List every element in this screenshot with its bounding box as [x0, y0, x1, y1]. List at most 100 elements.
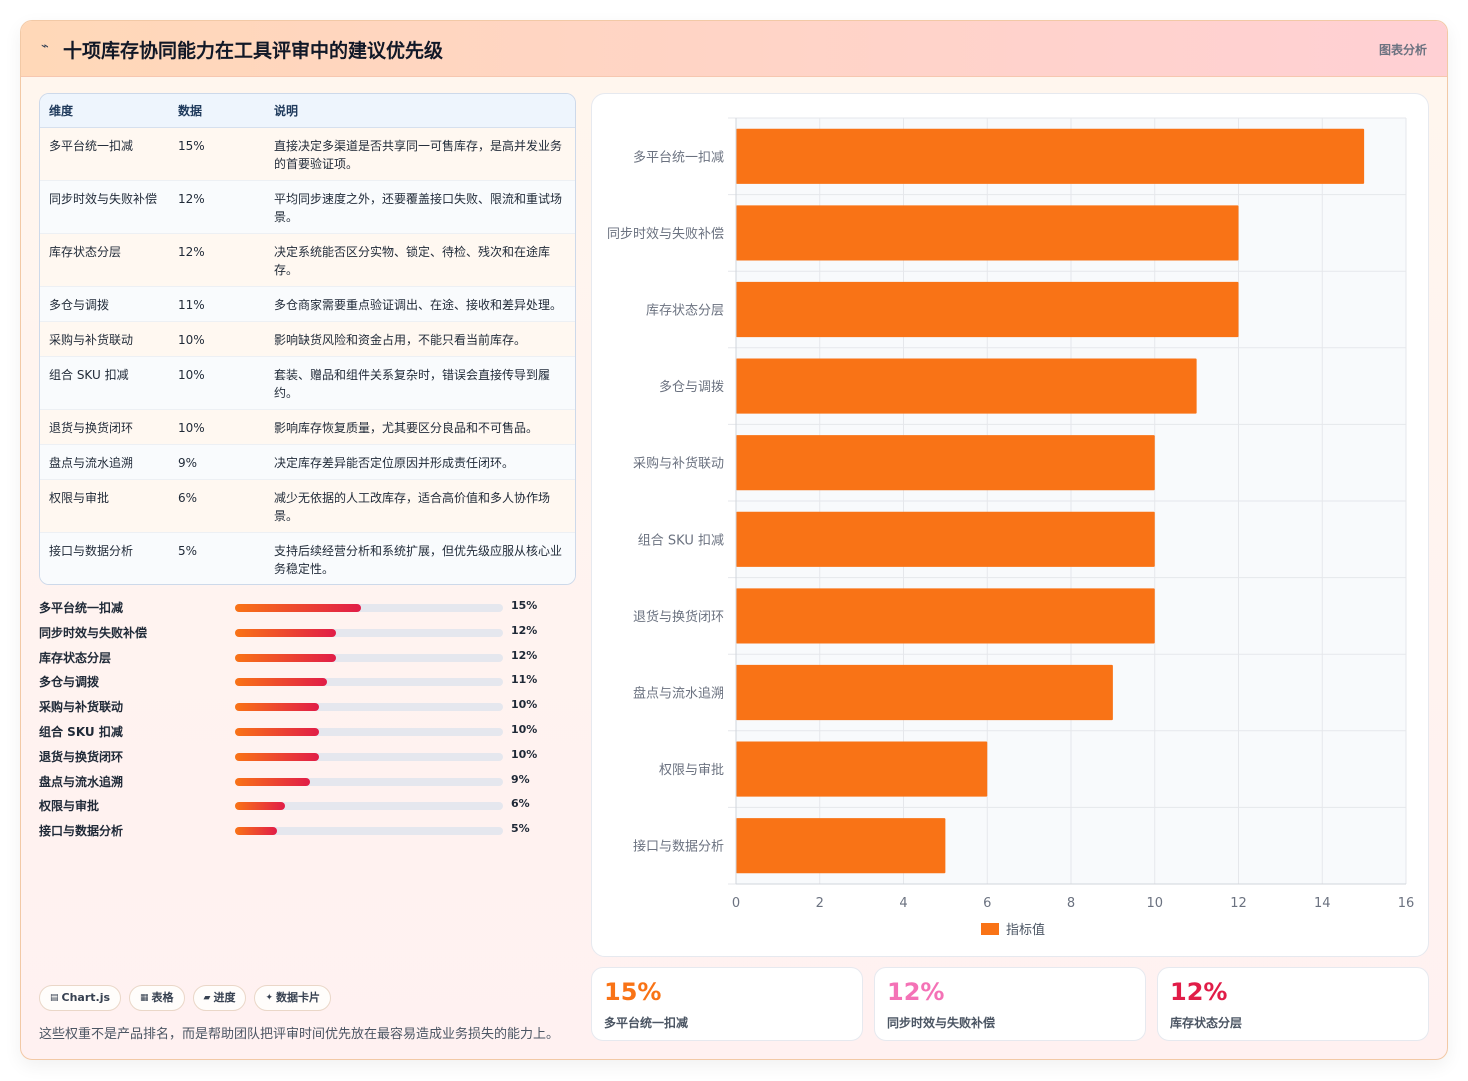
badge-label: Chart.js — [61, 991, 111, 1004]
page-title: 十项库存协同能力在工具评审中的建议优先级 — [63, 40, 444, 62]
table-row: 盘点与流水追溯 9% 决定库存差异能否定位原因并形成责任闭环。 — [40, 444, 575, 480]
column-header-dimension: 维度 — [40, 94, 169, 128]
progress-track — [235, 802, 503, 811]
header-tag: 图表分析 — [1378, 43, 1427, 57]
progress-row: 同步时效与失败补偿 12% — [39, 620, 559, 645]
cell-value: 10% — [169, 321, 265, 357]
table-icon: ▦ — [140, 993, 149, 1003]
cell-value: 5% — [169, 532, 265, 584]
bar — [736, 511, 1155, 567]
progress-label: 盘点与流水追溯 — [39, 774, 124, 789]
cell-description: 影响库存恢复质量，尤其要区分良品和不可售品。 — [265, 409, 575, 445]
progress-row: 多仓与调拨 11% — [39, 669, 559, 694]
table-row: 多仓与调拨 11% 多仓商家需要重点验证调出、在途、接收和差异处理。 — [40, 286, 575, 322]
category-label: 采购与补货联动 — [633, 456, 724, 472]
cell-description: 套装、赠品和组件关系复杂时，错误会直接传导到履约。 — [265, 356, 575, 410]
progress-row: 组合 SKU 扣减 10% — [39, 719, 559, 744]
kpi-label: 同步时效与失败补偿 — [887, 1016, 996, 1030]
cell-description: 平均同步速度之外，还要覆盖接口失败、限流和重试场景。 — [265, 180, 575, 234]
progress-value: 11% — [511, 673, 538, 687]
progress-label: 权限与审批 — [39, 799, 100, 814]
cell-description: 直接决定多渠道是否共享同一可售库存，是高并发业务的首要验证项。 — [265, 127, 575, 181]
cell-dimension: 退货与换货闭环 — [40, 409, 169, 445]
cell-dimension: 组合 SKU 扣减 — [40, 356, 169, 410]
kpi-value: 15% — [604, 978, 662, 1006]
progress-label: 库存状态分层 — [39, 650, 112, 665]
cell-value: 11% — [169, 286, 265, 322]
table-row: 同步时效与失败补偿 12% 平均同步速度之外，还要覆盖接口失败、限流和重试场景。 — [40, 180, 575, 234]
bar-chart-card: 多平台统一扣减 同步时效与失败补偿 库存状态分层 多仓与调拨 采购与补货联动 组合 SKU… — [591, 93, 1429, 957]
table-row: 退货与换货闭环 10% 影响库存恢复质量，尤其要区分良品和不可售品。 — [40, 409, 575, 445]
progress-track — [235, 777, 503, 786]
x-tick-label: 8 — [1067, 896, 1075, 911]
legend-label: 指标值 — [1006, 922, 1045, 938]
column-header-description: 说明 — [265, 94, 575, 128]
cell-value: 12% — [169, 180, 265, 234]
progress-label: 多仓与调拨 — [39, 675, 100, 690]
chart-line-icon: ⌁ — [41, 39, 49, 54]
kpi-label: 多平台统一扣减 — [604, 1016, 689, 1030]
progress-value: 6% — [511, 797, 530, 811]
bar — [736, 281, 1239, 338]
x-tick-label: 14 — [1314, 896, 1331, 911]
progress-label: 接口与数据分析 — [39, 824, 124, 839]
badge-progress: ▰ 进度 — [192, 985, 247, 1011]
kpi-card: 12% 同步时效与失败补偿 — [874, 967, 1146, 1041]
progress-fill — [235, 802, 286, 811]
progress-track — [235, 752, 503, 761]
progress-fill — [235, 777, 311, 786]
progress-track — [235, 827, 503, 836]
cell-dimension: 盘点与流水追溯 — [40, 444, 169, 480]
badge-table: ▦ 表格 — [129, 985, 185, 1011]
progress-value: 15% — [511, 599, 538, 612]
progress-row: 退货与换货闭环 10% — [39, 744, 559, 769]
badge-list: ▤ Chart.js ▦ 表格 ▰ 进度 ✦ 数据卡片 — [39, 985, 332, 1011]
table-row: 权限与审批 6% 减少无依据的人工改库存，适合高价值和多人协作场景。 — [40, 479, 575, 533]
column-header-data: 数据 — [169, 94, 265, 128]
bar — [736, 128, 1365, 184]
cell-value: 6% — [169, 479, 265, 533]
cell-description: 减少无依据的人工改库存，适合高价值和多人协作场景。 — [265, 479, 575, 533]
progress-label: 退货与换货闭环 — [39, 749, 124, 764]
kpi-value: 12% — [887, 978, 945, 1006]
cell-dimension: 同步时效与失败补偿 — [40, 180, 169, 234]
cell-value: 15% — [169, 127, 265, 181]
x-tick-label: 10 — [1146, 896, 1163, 911]
progress-fill — [235, 703, 319, 712]
progress-value: 10% — [511, 747, 538, 761]
cell-dimension: 多仓与调拨 — [40, 286, 169, 322]
progress-label: 采购与补货联动 — [39, 700, 124, 715]
cell-description: 支持后续经营分析和系统扩展，但优先级应服从核心业务稳定性。 — [265, 532, 575, 584]
progress-icon: ▰ — [203, 993, 211, 1003]
kpi-card: 15% 多平台统一扣减 — [591, 967, 863, 1041]
bar — [736, 741, 988, 797]
progress-fill — [235, 628, 336, 637]
table-row: 接口与数据分析 5% 支持后续经营分析和系统扩展，但优先级应服从核心业务稳定性。 — [40, 532, 575, 584]
kpi-value: 12% — [1170, 978, 1228, 1006]
progress-track — [235, 628, 503, 637]
category-label: 组合 SKU 扣减 — [638, 533, 724, 548]
progress-list: 多平台统一扣减 15% 同步时效与失败补偿 12% 库存状态分层 12% 多仓与调拨 11% 采… — [39, 595, 559, 843]
progress-track — [235, 653, 503, 662]
cell-description: 决定库存差异能否定位原因并形成责任闭环。 — [265, 444, 575, 480]
x-tick-label: 0 — [732, 896, 740, 911]
progress-track — [235, 604, 503, 612]
table-row: 采购与补货联动 10% 影响缺货风险和资金占用，不能只看当前库存。 — [40, 321, 575, 357]
progress-fill — [235, 604, 361, 612]
cell-dimension: 多平台统一扣减 — [40, 127, 169, 181]
progress-track — [235, 703, 503, 712]
progress-fill — [235, 752, 319, 761]
bar — [736, 205, 1239, 261]
progress-label: 同步时效与失败补偿 — [39, 625, 148, 640]
table-header-row: 维度 数据 说明 — [40, 94, 575, 128]
progress-value: 5% — [511, 822, 530, 836]
progress-fill — [235, 727, 319, 736]
progress-track — [235, 727, 503, 736]
badge-label: 数据卡片 — [276, 991, 321, 1004]
table-row: 库存状态分层 12% 决定系统能否区分实物、锁定、待检、残次和在途库存。 — [40, 233, 575, 287]
cell-dimension: 采购与补货联动 — [40, 321, 169, 357]
cell-dimension: 接口与数据分析 — [40, 532, 169, 584]
category-label: 同步时效与失败补偿 — [607, 227, 724, 242]
category-label: 多平台统一扣减 — [633, 149, 724, 165]
